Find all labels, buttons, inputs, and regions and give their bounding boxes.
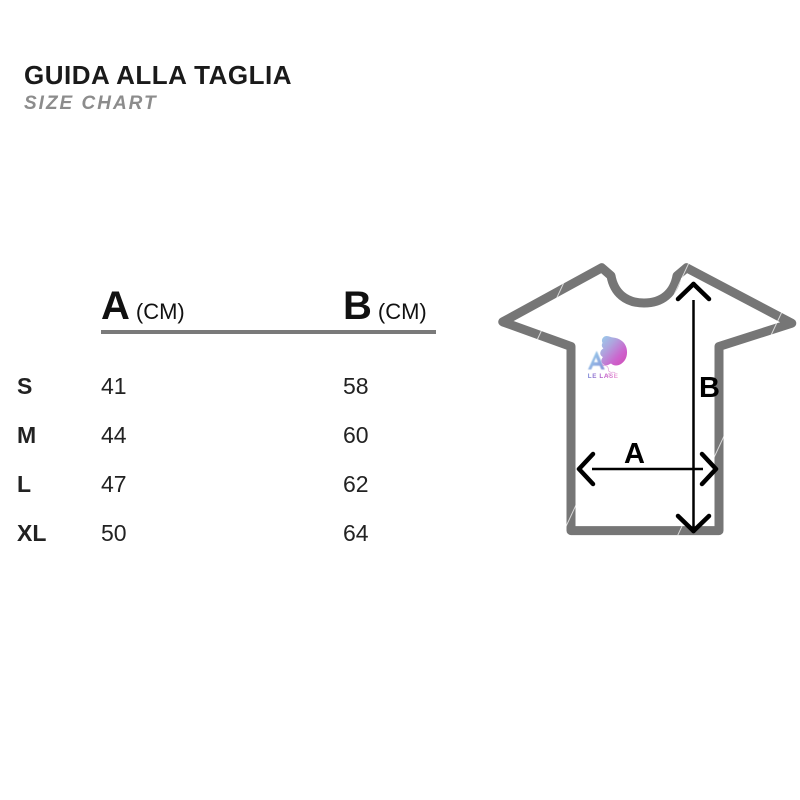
svg-text:LE LASE: LE LASE [588, 373, 619, 380]
